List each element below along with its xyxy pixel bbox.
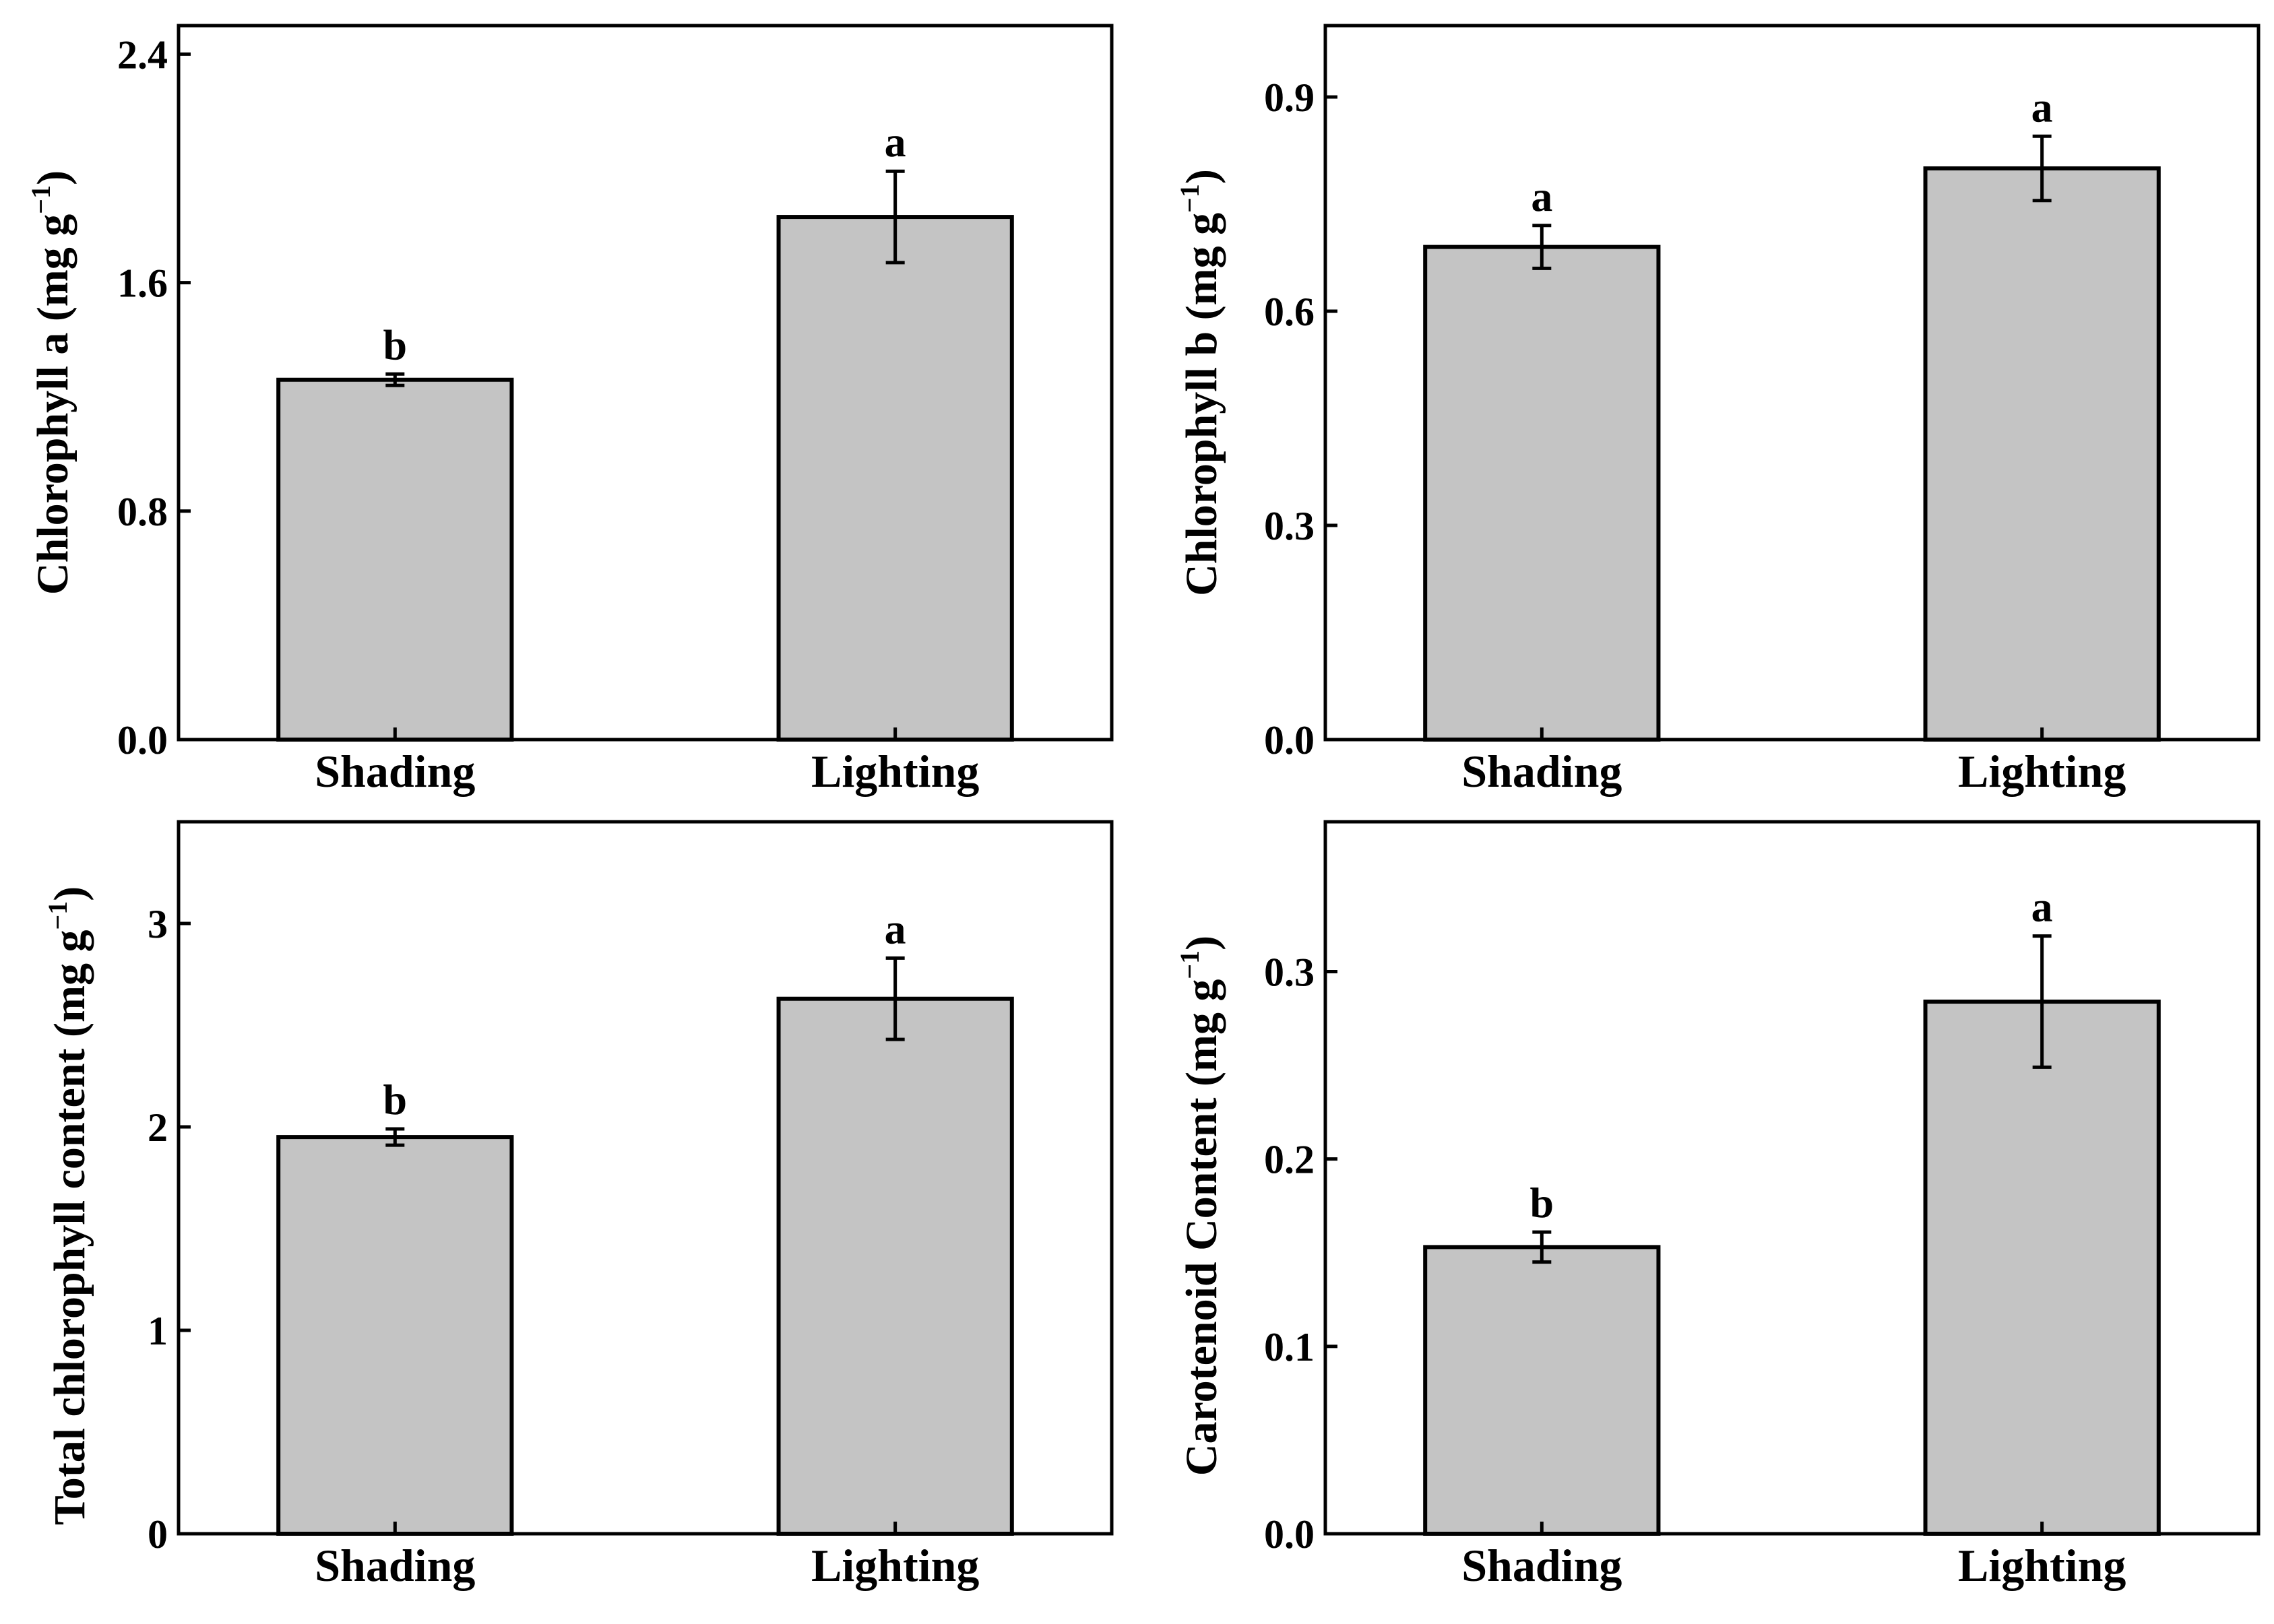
significance-label: a — [885, 118, 906, 166]
x-tick-label: Shading — [1461, 746, 1622, 797]
y-axis-label: Carotenoid Content (mg g−1) — [1174, 936, 1226, 1476]
y-tick-label: 0.0 — [1264, 718, 1315, 762]
significance-label: a — [2031, 83, 2053, 131]
y-axis-label: Chlorophyll b (mg g−1) — [1174, 169, 1226, 596]
y-tick-label: 0.9 — [1264, 75, 1315, 120]
significance-label: a — [2031, 883, 2053, 931]
panel-chlorophyll-a: Chlorophyll a (mg g−1) 0.0 0.8 1.6 2.4 b Shad… — [26, 24, 1114, 797]
x-tick-label: Lighting — [811, 746, 979, 797]
y-tick-label: 0.8 — [117, 490, 168, 534]
significance-label: b — [383, 1076, 408, 1124]
y-tick-label: 0.0 — [1264, 1512, 1315, 1557]
bar — [776, 215, 1014, 742]
bar — [1423, 245, 1661, 742]
bar — [1923, 166, 2161, 742]
panel-chlorophyll-b: Chlorophyll b (mg g−1) 0.0 0.3 0.6 0.9 a Shad… — [1174, 24, 2261, 797]
plot-frame — [177, 24, 1114, 742]
panel-carotenoid: Carotenoid Content (mg g−1) 0.0 0.1 0.2 0.3… — [1174, 820, 2261, 1591]
y-tick-label: 3 — [148, 902, 168, 946]
y-axis-label: Chlorophyll a (mg g−1) — [26, 170, 77, 595]
y-tick-label: 0.1 — [1264, 1325, 1315, 1369]
plot-frame — [1323, 820, 2261, 1536]
significance-label: a — [885, 905, 906, 952]
significance-label: b — [383, 321, 408, 368]
x-tick-label: Lighting — [1958, 1540, 2126, 1591]
plot-frame — [1323, 24, 2261, 742]
y-tick-label: 1 — [148, 1309, 168, 1353]
bar — [776, 996, 1014, 1536]
x-tick-label: Lighting — [811, 1540, 979, 1591]
y-tick-label: 0.0 — [117, 718, 168, 762]
x-tick-label: Shading — [315, 1540, 475, 1591]
y-tick-label: 1.6 — [117, 261, 168, 306]
y-tick-label: 0 — [148, 1512, 168, 1557]
bar — [1923, 1000, 2161, 1536]
y-tick-label: 0.3 — [1264, 950, 1315, 995]
y-axis-label: Total chlorophyll content (mg g−1) — [42, 886, 94, 1526]
x-tick-label: Shading — [315, 746, 475, 797]
y-tick-label: 2 — [148, 1105, 168, 1150]
significance-label: a — [1531, 172, 1552, 220]
y-tick-label: 0.3 — [1264, 504, 1315, 548]
x-tick-label: Shading — [1461, 1540, 1622, 1591]
x-tick-label: Lighting — [1958, 746, 2126, 797]
y-tick-label: 0.6 — [1264, 290, 1315, 334]
bar — [276, 1135, 514, 1536]
bar — [276, 377, 514, 742]
y-tick-label: 0.2 — [1264, 1138, 1315, 1182]
bar — [1423, 1245, 1661, 1536]
plot-frame — [177, 820, 1114, 1536]
y-tick-label: 2.4 — [117, 32, 168, 77]
significance-label: b — [1530, 1179, 1554, 1227]
panel-total-chlorophyll: Total chlorophyll content (mg g−1) 0 1 2 3 b… — [42, 820, 1114, 1591]
